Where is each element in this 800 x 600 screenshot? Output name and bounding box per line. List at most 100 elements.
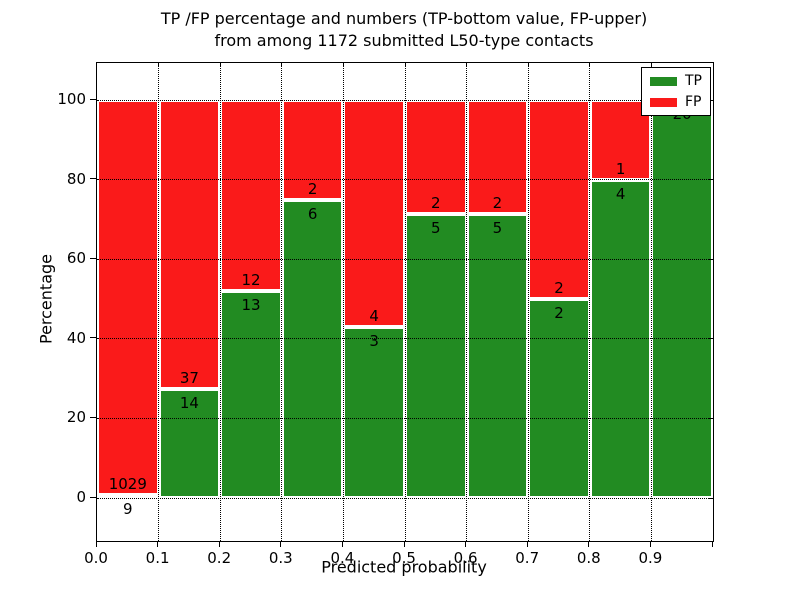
tp-count-label-bin3: 6 [307,204,318,223]
x-tick-label-0.0: 0.0 [84,549,108,567]
fp-count-label-bin2: 12 [241,271,261,290]
tick-x-0.9 [649,542,651,547]
bar-tp-bin3 [281,199,344,498]
bar-tp-bin4 [343,327,405,498]
bar-tp-bin1 [158,388,221,498]
y-tick-label-40: 40 [66,328,86,347]
legend-item-fp: FP [650,95,702,109]
bar-fp-bin7 [528,100,590,299]
tick-y-40 [90,337,96,339]
tick-top-0.8 [589,63,591,67]
bar-tp-bin5 [405,213,467,498]
bar-tp-bin6 [466,213,529,498]
x-tick-label-0.8: 0.8 [576,549,601,567]
tick-top-0.7 [527,63,529,67]
x-tick-label-0.9: 0.9 [638,549,663,567]
tick-x-0.3 [280,542,282,547]
tick-right-40 [709,338,713,340]
legend: TP FP [641,67,711,116]
x-tick-label-0.7: 0.7 [515,549,540,567]
fp-count-label-bin5: 2 [431,193,441,212]
gridline-x-0.7 [527,63,529,541]
y-tick-label-0: 0 [76,488,86,506]
gridline-x-0.2 [219,63,221,541]
tp-count-label-bin7: 2 [554,304,564,322]
bar-fp-bin1 [158,100,221,389]
y-tick-label-20: 20 [66,408,86,427]
tick-x-0.6 [465,542,467,547]
gridline-x-0.6 [466,63,468,541]
fp-count-label-bin4: 4 [369,307,379,326]
bar-fp-bin3 [281,100,344,200]
gridline-x-0.1 [158,63,160,541]
tick-x-0 [95,542,97,547]
x-tick-label-0.3: 0.3 [268,549,293,567]
tick-x-0.1 [157,542,159,547]
tick-top-0.3 [281,63,283,67]
tick-x-1 [711,542,713,547]
tick-x-0.8 [588,542,590,547]
tick-right-80 [709,179,713,181]
tick-right-20 [709,417,713,419]
fp-count-label-bin7: 2 [554,279,564,297]
gridline-x-0.3 [281,63,283,541]
fp-count-label-bin6: 2 [492,193,503,212]
legend-swatch-tp-icon [650,76,677,86]
tp-count-label-bin6: 5 [492,218,503,237]
tp-count-label-bin4: 3 [369,332,379,351]
fp-count-label-bin0: 1029 [108,474,147,493]
tick-y-0 [90,496,96,498]
tp-count-label-bin2: 13 [241,296,261,315]
chart-title-line2: from among 1172 submitted L50-type conta… [214,31,594,50]
y-tick-label-60: 60 [66,249,86,268]
legend-label-fp: FP [685,94,702,110]
x-tick-label-0.6: 0.6 [453,549,478,567]
chart-title-line1: TP /FP percentage and numbers (TP-bottom… [160,9,648,28]
bar-fp-bin4 [343,100,405,328]
tp-count-label-bin5: 5 [431,218,441,237]
tick-top-0.2 [219,63,221,67]
x-tick-label-0.4: 0.4 [330,549,355,567]
tick-top-0.9 [650,63,652,67]
bar-tp-bin9 [651,100,713,498]
fp-count-label-bin3: 2 [307,179,318,198]
tick-x-0.7 [526,542,528,547]
tick-top-0.5 [404,63,406,67]
tp-count-label-bin1: 14 [179,393,199,412]
tick-y-100 [90,98,96,100]
tp-count-label-bin8: 4 [615,184,626,203]
tick-right-0 [709,497,713,499]
x-axis-label: Predicted probability [321,557,487,577]
bar-fp-bin0 [97,100,159,495]
fp-count-label-bin1: 37 [179,368,199,387]
y-tick-label-80: 80 [66,169,86,188]
bar-fp-bin6 [466,100,529,214]
gridline-x-0.9 [650,63,652,541]
tick-x-0.2 [218,542,220,547]
tick-right-100 [709,99,713,101]
bar-fp-bin2 [220,100,282,292]
legend-item-tp: TP [650,74,702,88]
x-tick-label-0.5: 0.5 [392,549,416,567]
tick-right-60 [709,258,713,260]
gridline-x-0.8 [589,63,591,541]
tick-x-0.4 [341,542,343,547]
x-tick-label-0.2: 0.2 [207,549,232,567]
x-tick-label-0.1: 0.1 [145,549,170,567]
bar-fp-bin8 [589,100,652,180]
legend-label-tp: TP [685,73,702,89]
tick-top-0.4 [342,63,344,67]
bar-tp-bin7 [528,299,590,498]
tick-x-0.5 [403,542,405,547]
bar-fp-bin5 [405,100,467,214]
chart-title: TP /FP percentage and numbers (TP-bottom… [96,8,712,52]
legend-swatch-fp-icon [650,97,677,107]
tp-count-label-bin0: 9 [123,499,133,518]
bar-tp-bin2 [220,291,282,498]
gridline-x-0.5 [404,63,406,541]
tick-y-20 [90,416,96,418]
tick-top-0.1 [158,63,160,67]
plot-area: 102993714121326432525221420 TP FP [96,62,714,542]
fp-count-label-bin8: 1 [615,159,626,178]
